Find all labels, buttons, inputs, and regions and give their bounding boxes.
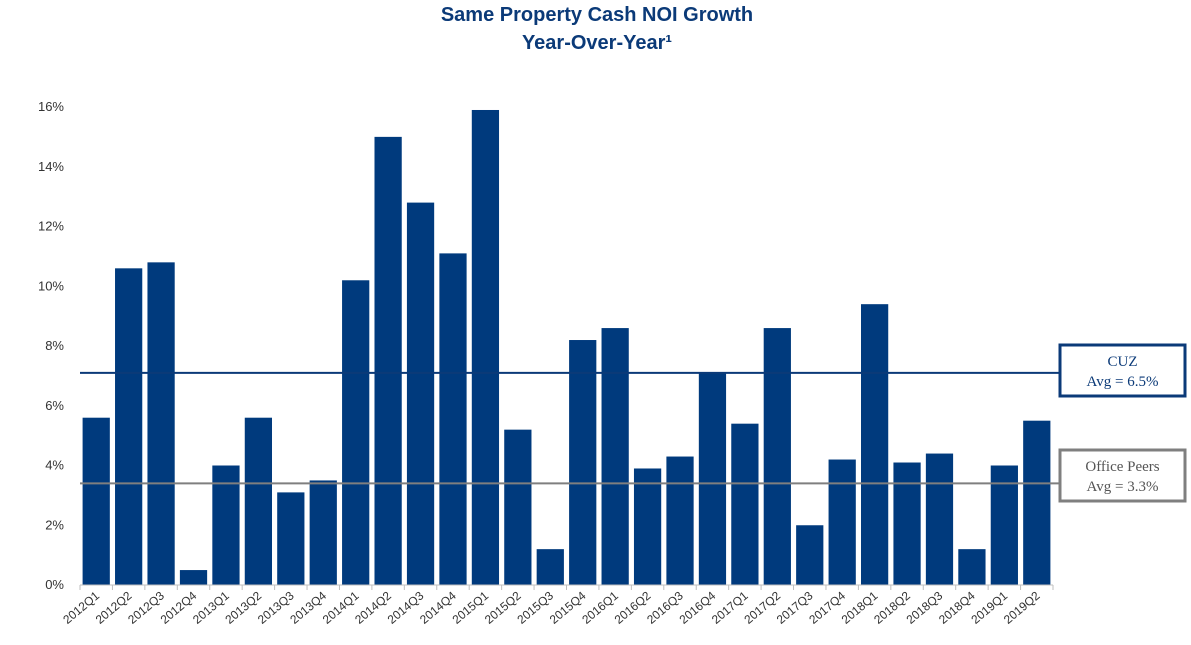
bar bbox=[212, 465, 240, 585]
bars bbox=[82, 109, 1051, 586]
bar bbox=[439, 253, 467, 585]
bar bbox=[666, 456, 694, 585]
bar bbox=[277, 492, 305, 585]
bar bbox=[342, 280, 370, 585]
x-axis: 2012Q12012Q22012Q32012Q42013Q12013Q22013… bbox=[60, 584, 1054, 627]
y-tick-label: 12% bbox=[38, 219, 64, 234]
y-tick-label: 6% bbox=[45, 398, 64, 413]
bar bbox=[82, 417, 110, 585]
bar bbox=[536, 549, 564, 585]
reference-label-name: Office Peers bbox=[1085, 459, 1159, 475]
bar bbox=[147, 262, 175, 585]
bar bbox=[731, 423, 759, 585]
bar bbox=[698, 372, 727, 585]
y-tick-label: 10% bbox=[38, 278, 64, 293]
bar bbox=[893, 462, 921, 585]
reference-lines: CUZ Avg = 6.5% Office Peers Avg = 3.3% bbox=[80, 343, 1187, 503]
y-tick-label: 4% bbox=[45, 458, 64, 473]
chart-subtitle: Year-Over-Year¹ bbox=[522, 32, 672, 54]
y-tick-label: 0% bbox=[45, 577, 64, 592]
bar bbox=[244, 417, 273, 585]
bar bbox=[958, 549, 986, 585]
bar bbox=[504, 429, 532, 585]
reference-label-box bbox=[1058, 343, 1187, 398]
bar bbox=[569, 340, 597, 585]
y-tick-label: 14% bbox=[38, 159, 64, 174]
y-tick-label: 8% bbox=[45, 338, 64, 353]
bar bbox=[406, 202, 435, 585]
bar bbox=[1023, 420, 1051, 585]
bar bbox=[990, 465, 1018, 585]
bar bbox=[374, 136, 402, 585]
y-tick-label: 2% bbox=[45, 517, 64, 532]
chart-title: Same Property Cash NOI Growth bbox=[441, 4, 753, 26]
reference-label-name: CUZ bbox=[1108, 354, 1138, 370]
bar bbox=[471, 109, 500, 586]
reference-label-average: Avg = 6.5% bbox=[1087, 374, 1159, 390]
reference-label-average: Avg = 3.3% bbox=[1087, 479, 1159, 495]
y-tick-label: 16% bbox=[38, 99, 64, 114]
bar bbox=[860, 304, 889, 585]
bar bbox=[179, 570, 208, 585]
bar bbox=[115, 268, 143, 585]
reference-label-box bbox=[1058, 448, 1187, 503]
bar bbox=[633, 468, 662, 585]
bar bbox=[309, 480, 337, 585]
x-tick-label: 2019Q2 bbox=[1001, 588, 1043, 626]
bar bbox=[763, 328, 791, 585]
y-axis: 0% 2% 4% 6% 8% 10% 12% 14% 16% bbox=[38, 99, 64, 592]
bar bbox=[601, 328, 629, 585]
bar bbox=[925, 453, 954, 585]
bar bbox=[796, 525, 824, 585]
bar bbox=[828, 459, 856, 585]
